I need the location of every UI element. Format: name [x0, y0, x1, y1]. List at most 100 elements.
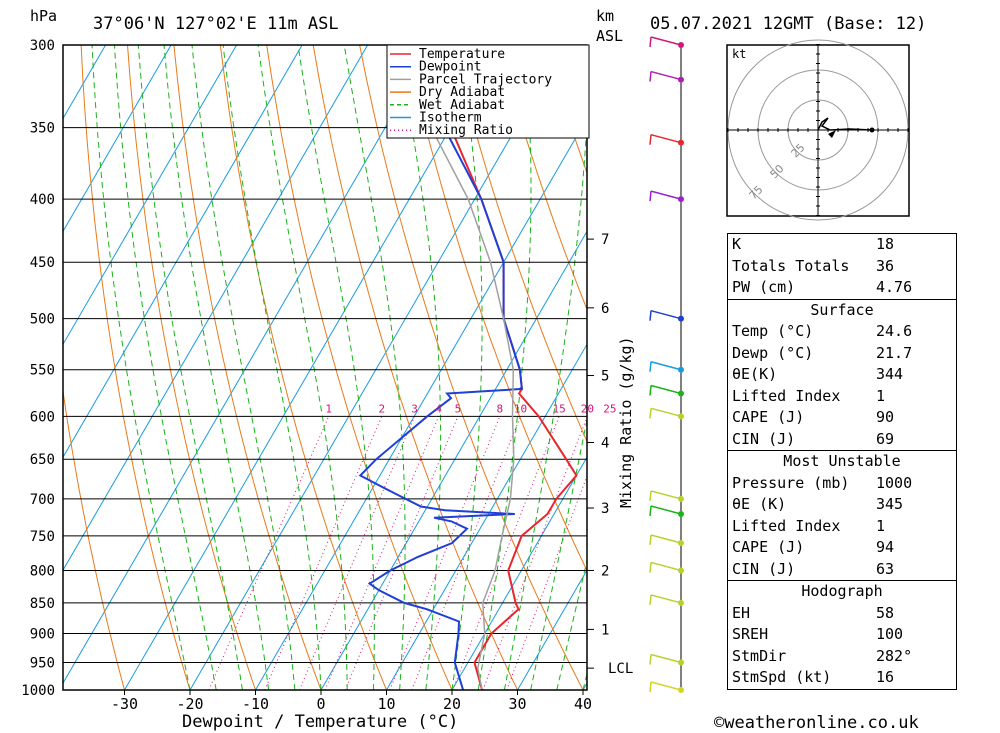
wind-barb-profile	[649, 36, 684, 693]
isotherm-line	[517, 569, 587, 690]
dry-adiabat-line	[266, 45, 453, 690]
mixing-ratio-label: 4	[435, 402, 442, 415]
mu-theta-value: 345	[876, 495, 904, 513]
surface-dewp-value: 21.7	[876, 343, 913, 362]
mu-theta-label: θE (K)	[732, 495, 787, 513]
isotherm-line	[255, 117, 587, 690]
surface-dewp-label: Dewp (°C)	[732, 343, 814, 362]
pw-label: PW (cm)	[732, 278, 796, 296]
wind-barb-flag	[649, 408, 652, 419]
isotherm-line	[63, 45, 172, 233]
wind-barb-flag	[649, 36, 652, 48]
wet-adiabat-line	[191, 45, 296, 690]
series-dewpoint	[358, 45, 524, 690]
pressure-tick-label: 950	[30, 656, 55, 672]
dry-adiabat-line	[451, 45, 587, 443]
temperature-tick-label: 30	[508, 695, 526, 713]
stmdir-value: 282°	[876, 646, 913, 665]
wind-barb-flag	[649, 134, 652, 145]
surface-li-value: 1	[876, 386, 886, 405]
wind-barb	[650, 653, 682, 664]
height-unit-asl: ASL	[596, 27, 623, 45]
indices-table: K 18 Totals Totals 36 PW (cm) 4.76 Surface …	[727, 233, 957, 690]
wind-barb	[650, 190, 682, 200]
wet-adiabat-line	[114, 45, 217, 690]
mixing-ratio-line	[482, 416, 587, 690]
stmspd-value: 16	[876, 668, 895, 686]
legend-label: Temperature	[419, 47, 505, 62]
wind-barb	[650, 407, 682, 418]
surface-cape-value: 90	[876, 408, 895, 426]
legend-label: Dewpoint	[419, 60, 482, 75]
height-unit-km: km	[596, 7, 614, 25]
hodograph-trace	[817, 117, 873, 131]
totals-totals-label: Totals Totals	[732, 256, 850, 275]
location-title: 37°06'N 127°02'E 11m ASL	[93, 14, 339, 34]
pressure-tick-label: 700	[30, 492, 55, 508]
plot-frame	[62, 44, 588, 691]
sreh-label: SREH	[732, 625, 769, 643]
wind-barb	[650, 70, 682, 81]
mixing-ratio-label: 8	[497, 402, 504, 415]
pressure-tick-label: 900	[30, 627, 55, 643]
mu-li-label: Lifted Index	[732, 516, 841, 535]
pressure-unit: hPa	[30, 7, 57, 25]
dry-adiabat-line	[80, 45, 191, 690]
wind-barb	[650, 360, 682, 371]
pressure-tick-label: 800	[30, 563, 55, 579]
pressure-tick-label: 350	[30, 121, 55, 137]
wind-barb	[650, 36, 682, 46]
wind-barb-flag	[649, 385, 652, 396]
pressure-tick-label: 1000	[21, 683, 55, 699]
surface-title: Surface	[810, 300, 874, 319]
wind-barb-flag	[649, 505, 652, 517]
pressure-tick-label: 300	[30, 38, 55, 54]
wet-adiabat-line	[397, 45, 442, 690]
isotherm-line	[189, 45, 565, 690]
surface-temp-label: Temp (°C)	[732, 322, 814, 340]
mixing-ratio-axis-label: Mixing Ratio (g/kg)	[617, 336, 635, 508]
height-tick-label: 2	[601, 563, 609, 579]
sreh-value: 100	[876, 625, 904, 643]
mu-cape-value: 94	[876, 538, 895, 556]
isotherm-line	[320, 230, 587, 690]
mixing-ratio-line	[208, 416, 330, 690]
copyright: ©weatheronline.co.uk	[714, 713, 919, 733]
wind-barb-flag	[649, 534, 652, 546]
series-parcel-trajectory	[393, 45, 515, 690]
wind-barb	[650, 490, 682, 500]
mu-li-value: 1	[876, 516, 886, 535]
wet-adiabat-line	[163, 45, 270, 690]
mixing-ratio-line	[506, 474, 587, 690]
x-axis-label: Dewpoint / Temperature (°C)	[182, 712, 458, 732]
height-tick-label: 4	[601, 435, 609, 451]
pressure-tick-label: 500	[30, 312, 55, 328]
wind-barb	[650, 681, 682, 691]
isotherm-line	[63, 45, 369, 572]
wind-barb-flag	[649, 594, 652, 606]
height-tick-label: 5	[601, 369, 609, 385]
datetime-title: 05.07.2021 12GMT (Base: 12)	[650, 14, 926, 34]
isotherm-line	[451, 456, 587, 690]
legend-label: Mixing Ratio	[419, 123, 513, 138]
eh-value: 58	[876, 603, 895, 622]
most-unstable-title: Most Unstable	[783, 452, 901, 470]
wet-adiabat-line	[137, 45, 243, 690]
wind-barb-flag	[649, 681, 652, 693]
height-tick-label: 6	[601, 301, 609, 317]
wind-barb-flag	[649, 310, 652, 321]
legend-label: Dry Adiabat	[419, 85, 505, 100]
wind-barb	[650, 309, 682, 320]
pressure-tick-label: 750	[30, 529, 55, 545]
wind-barb-flag	[649, 562, 652, 573]
mixing-ratio-label: 3	[411, 402, 418, 415]
surface-temp-value: 24.6	[876, 322, 913, 340]
hodograph-end-dot	[869, 127, 875, 133]
wet-adiabat-line	[297, 45, 375, 690]
pressure-tick-label: 600	[30, 409, 55, 425]
mixing-ratio-labels: 1 2 3 4 5 8 10 15 20 25	[325, 402, 616, 415]
height-tick-label: 3	[601, 501, 609, 517]
surface-theta-label: θE(K)	[732, 365, 778, 383]
pressure-tick-label: 650	[30, 452, 55, 468]
temperature-tick-label: -10	[242, 695, 269, 713]
